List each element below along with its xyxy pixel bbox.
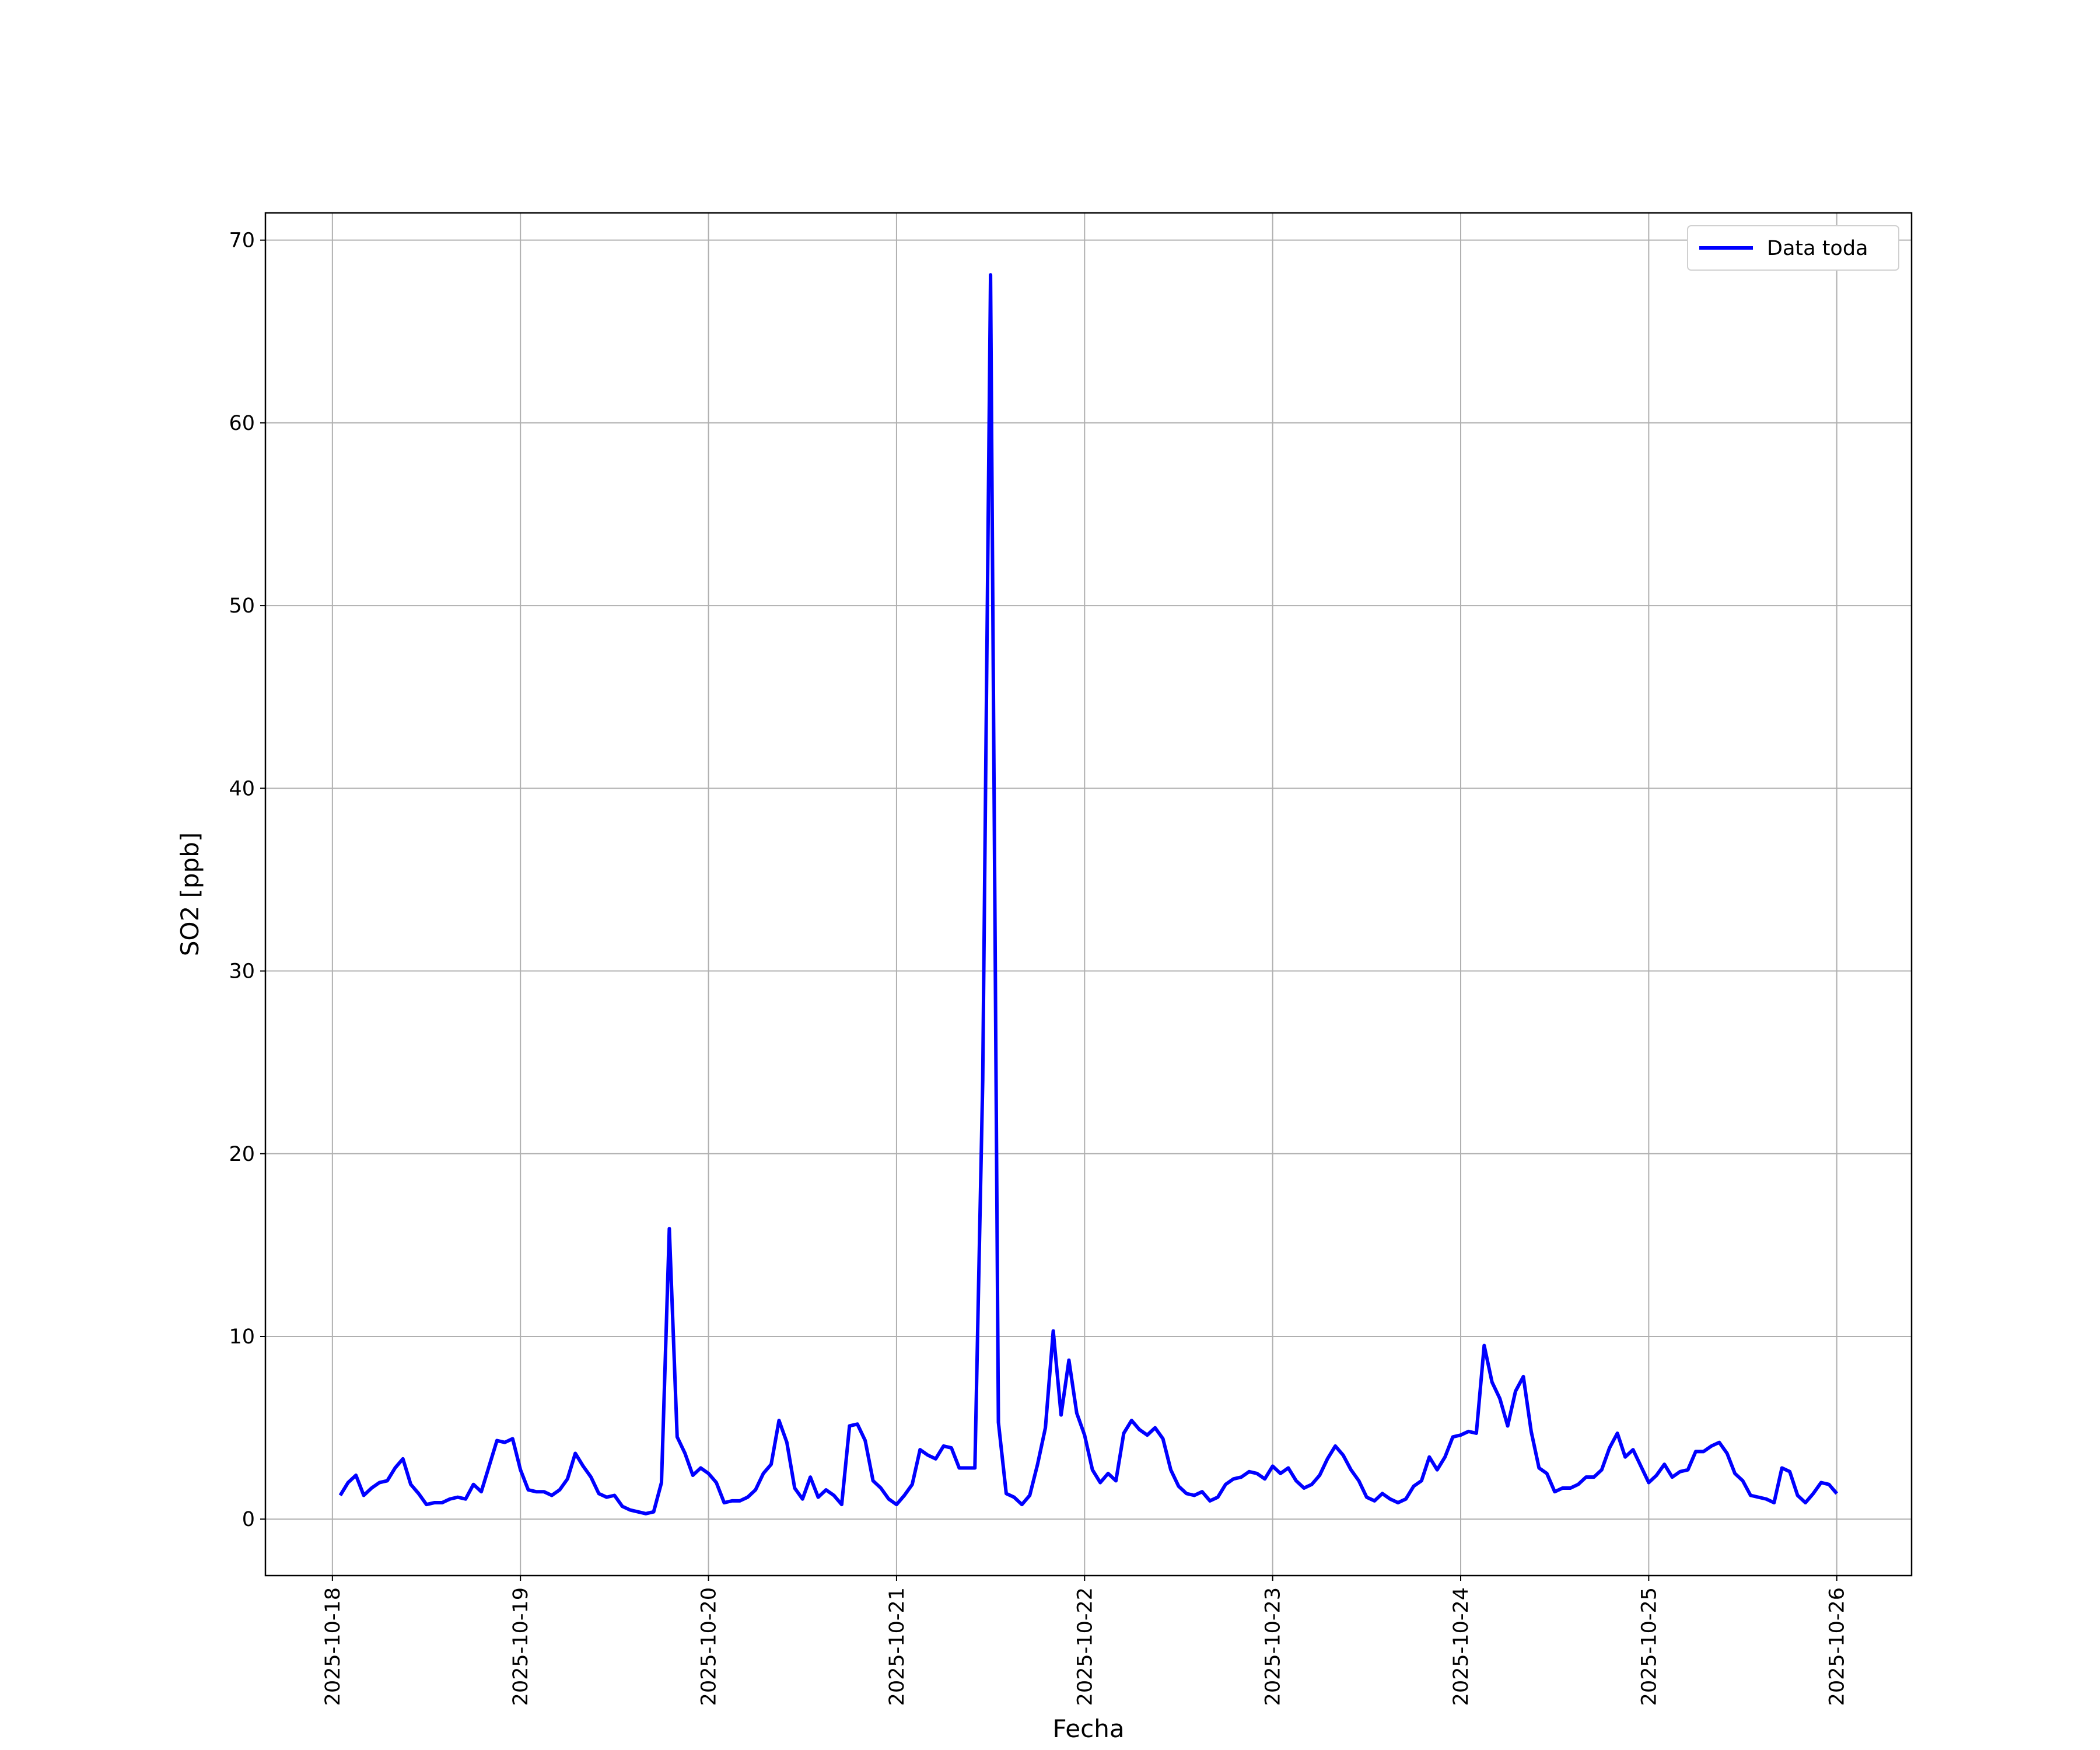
- x-tick-label: 2025-10-18: [321, 1587, 345, 1706]
- y-tick-label: 30: [229, 960, 255, 984]
- y-axis-label: SO2 [ppb]: [176, 832, 204, 957]
- x-tick-label: 2025-10-22: [1073, 1587, 1097, 1706]
- x-tick-label: 2025-10-24: [1450, 1587, 1473, 1706]
- x-tick-label: 2025-10-20: [698, 1587, 721, 1706]
- data-line: [338, 273, 1839, 1516]
- x-tick-label: 2025-10-25: [1637, 1587, 1661, 1706]
- y-tick-label: 50: [229, 594, 255, 618]
- y-tick-label: 40: [229, 777, 255, 800]
- legend-label: Data toda: [1767, 237, 1868, 260]
- x-tick-label: 2025-10-21: [886, 1587, 909, 1706]
- y-tick-label: 10: [229, 1325, 255, 1349]
- y-tick-label: 70: [229, 229, 255, 253]
- y-tick-label: 0: [242, 1508, 255, 1531]
- legend-box: [1687, 225, 1899, 271]
- x-tick-label: 2025-10-23: [1262, 1587, 1285, 1706]
- x-axis-label: Fecha: [1052, 1714, 1124, 1743]
- plot-frame: [264, 212, 1913, 1577]
- x-tick-label: 2025-10-19: [509, 1587, 533, 1706]
- y-tick-label: 60: [229, 412, 255, 435]
- y-tick-label: 20: [229, 1143, 255, 1166]
- x-tick-label: 2025-10-26: [1826, 1587, 1849, 1706]
